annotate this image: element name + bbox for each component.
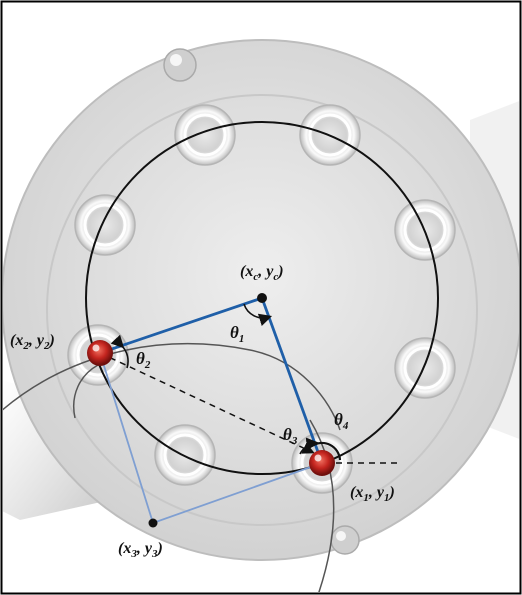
bolt-circle <box>85 121 439 475</box>
p3-label: (x3, y3) <box>118 540 163 560</box>
bolt-hole-3 <box>74 194 136 256</box>
theta2-arc <box>110 334 129 369</box>
theta2-label: θ2 <box>136 349 151 371</box>
center-label: (xc, yc) <box>240 263 284 283</box>
gray-arc-p1-lower <box>309 419 335 592</box>
theta1-arc <box>243 303 273 326</box>
bolt-hole-6 <box>394 337 456 399</box>
red-marker-p1 <box>309 450 335 476</box>
alignment-pin-bottom <box>330 525 360 555</box>
blue-line-p2-center <box>99 296 263 355</box>
theta1-label: θ1 <box>230 323 244 345</box>
bolt-hole-7 <box>154 424 216 486</box>
p1-label: (x1, y1) <box>350 484 395 504</box>
flange-inner-ring <box>46 94 478 526</box>
red-marker-p2 <box>87 340 113 366</box>
bolt-hole-1 <box>174 104 236 166</box>
gray-arc-p2 <box>3 343 341 431</box>
p2-label: (x2, y2) <box>10 332 55 352</box>
theta4-arc <box>311 441 342 461</box>
alignment-pin-top <box>163 48 197 82</box>
p3-point <box>148 518 158 528</box>
theta4-label: θ4 <box>334 410 349 432</box>
gray-arc-p1 <box>73 364 99 419</box>
dashed-chord <box>99 352 315 454</box>
theta3-label: θ3 <box>283 425 298 447</box>
center-point <box>257 293 267 303</box>
